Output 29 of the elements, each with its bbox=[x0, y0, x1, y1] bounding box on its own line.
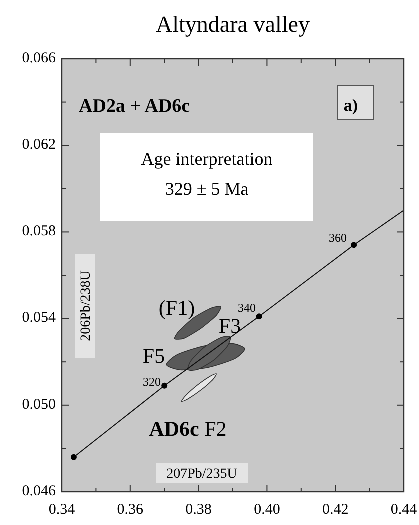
annotation: F5 bbox=[142, 344, 166, 368]
x-tick-label: 0.38 bbox=[186, 502, 212, 518]
annotation: a) bbox=[344, 96, 358, 115]
x-tick-label: 0.36 bbox=[117, 502, 144, 518]
y-tick-label: 0.054 bbox=[22, 310, 56, 326]
y-tick-label: 0.062 bbox=[22, 137, 56, 154]
y-tick-label: 0.046 bbox=[22, 483, 56, 500]
point bbox=[256, 314, 262, 320]
y-axis-title: 206Pb/238U bbox=[79, 270, 94, 342]
annotation: AD2a + AD6c bbox=[79, 96, 190, 117]
x-tick-label: 0.44 bbox=[390, 502, 418, 518]
x-tick-label: 0.40 bbox=[254, 502, 280, 518]
annotation: Age interpretation 329 ± 5 Ma bbox=[141, 149, 273, 199]
point bbox=[70, 454, 77, 460]
y-tick-label: 0.066 bbox=[22, 50, 56, 66]
x-tick-label: 0.42 bbox=[322, 502, 349, 518]
annotation: AD6c F2 bbox=[149, 417, 227, 441]
y-tick-label: 0.058 bbox=[22, 224, 56, 240]
annotation: 320 bbox=[143, 375, 161, 389]
annotation: 360 bbox=[329, 231, 347, 245]
annotation: 340 bbox=[238, 301, 256, 315]
x-tick-label: 0.34 bbox=[48, 502, 76, 518]
chart-title: Altyndara valley bbox=[156, 12, 310, 37]
point bbox=[351, 242, 358, 248]
x-axis-title: 207Pb/235U bbox=[166, 467, 238, 482]
annotation: F3 bbox=[218, 314, 242, 338]
annotation: (F1) bbox=[158, 296, 196, 320]
y-tick-label: 0.050 bbox=[22, 396, 56, 413]
point bbox=[162, 382, 168, 389]
